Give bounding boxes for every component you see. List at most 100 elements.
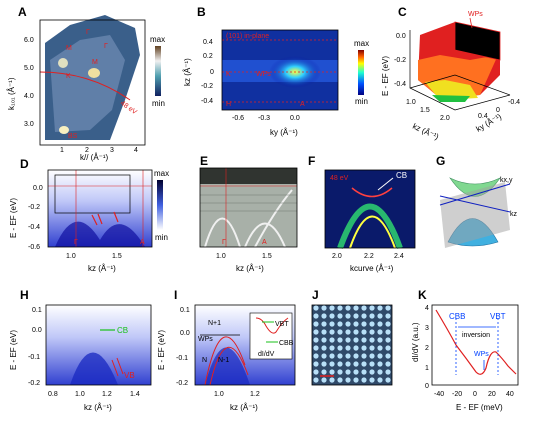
panel-b-label: B: [197, 5, 206, 19]
panel-b-ytick: 0.4: [203, 39, 213, 46]
panel-b-ytick: -0.2: [201, 83, 213, 90]
panel-a-cbar-max: max: [150, 35, 165, 44]
panel-k-dashed: [455, 318, 499, 375]
panel-j-frame: [311, 304, 393, 386]
panel-k-inversion: inversion: [462, 332, 490, 339]
panel-c-surface-low: [425, 80, 478, 100]
panel-a-ytick: 4.0: [24, 93, 34, 100]
panel-e-point: A: [262, 239, 267, 246]
panel-a-point: M: [92, 59, 98, 66]
panel-d-colorbar: [157, 180, 163, 230]
panel-f-xtick: 2.2: [364, 253, 374, 260]
panel-a-cut-line: [39, 71, 131, 101]
panel-b-xtick: 0.0: [290, 115, 300, 122]
panel-b-ytick: 0.2: [203, 53, 213, 60]
panel-k-xtick: 40: [506, 391, 514, 398]
panel-a-xtick: 4: [134, 147, 138, 154]
panel-a-hotspot: [58, 58, 68, 68]
panel-k-label: K: [418, 288, 427, 302]
panel-h-xtick: 1.4: [130, 391, 140, 398]
panel-h-vb-arrow: [111, 357, 124, 377]
panel-c-ytick: 0.4: [478, 113, 488, 120]
panel-c-xlabel: kz (Å⁻¹): [411, 122, 440, 142]
panel-a-point: Γ: [86, 29, 90, 36]
panel-b-xtick: -0.6: [232, 115, 244, 122]
panel-h: [45, 304, 152, 386]
panel-d-xtick: 1.5: [112, 253, 122, 260]
panel-d-ytick: 0.0: [33, 185, 43, 192]
panel-a-ytick: 5.0: [24, 65, 34, 72]
panel-i-curve: [204, 336, 246, 386]
panel-d-ylabel: E - EF (eV): [9, 198, 18, 238]
panel-a-ylabel: k₁₀₁ (Å⁻¹): [7, 77, 16, 110]
panel-b-ylabel: kz (Å⁻¹): [183, 58, 192, 86]
panel-b-point: K: [226, 71, 231, 78]
panel-k-ylabel: dI/dV (a.u.): [411, 322, 420, 362]
panel-a-xlabel: k// (Å⁻¹): [80, 153, 109, 162]
panel-i-xtick: 1.2: [250, 391, 260, 398]
panel-b-point: H: [226, 101, 231, 108]
panel-g: [439, 177, 511, 248]
panel-a-point: BS: [68, 133, 78, 140]
panel-c-xtick: 1.5: [420, 107, 430, 114]
panel-i-point: WPs: [198, 336, 213, 343]
panel-f-frame: [324, 169, 416, 249]
panel-b-point: A: [300, 101, 305, 108]
panel-h-point: CB: [117, 326, 128, 335]
panel-e-frame: [199, 167, 298, 248]
panel-h-ylabel: E - EF (eV): [9, 330, 18, 370]
panel-h-ytick: -0.1: [28, 354, 40, 361]
panel-a: [39, 15, 161, 146]
panel-f-label: F: [308, 154, 315, 168]
panel-b-frame: [221, 29, 339, 111]
panel-k-xtick: -20: [452, 391, 462, 398]
panel-i: [194, 304, 296, 386]
panel-d-cbar-min: min: [155, 233, 168, 242]
panel-c-frame: [409, 30, 511, 111]
panel-h-frame: [45, 304, 152, 386]
panel-e: [199, 167, 298, 248]
panel-a-colorbar: [155, 46, 161, 96]
panel-i-point: N-1: [218, 357, 229, 364]
panel-a-point: Γ: [104, 43, 108, 50]
panel-i-label: I: [174, 288, 177, 302]
panel-b-cbar-max: max: [354, 39, 369, 48]
panel-k-ytick: 1: [425, 365, 429, 372]
panel-a-ytick: 3.0: [24, 121, 34, 128]
panel-a-xtick: 1: [60, 147, 64, 154]
panel-h-ytick: 0.0: [32, 327, 42, 334]
panel-i-band: [205, 347, 250, 385]
panel-k-ytick: 0: [425, 383, 429, 390]
panel-b-ytick: 0: [210, 69, 214, 76]
panel-h-ytick: -0.2: [28, 380, 40, 387]
panel-c-box: [454, 21, 501, 61]
panel-k-xtick: 20: [488, 391, 496, 398]
panel-a-xtick: 3: [110, 147, 114, 154]
panel-i-ytick: -0.1: [176, 355, 188, 362]
panel-a-frame: [39, 19, 146, 146]
panel-i-point: CBB: [279, 340, 294, 347]
panel-a-xtick: 2: [85, 147, 89, 154]
panel-g-label: G: [436, 154, 445, 168]
panel-b-xlabel: ky (Å⁻¹): [270, 128, 298, 137]
panel-d-arrow: [91, 211, 119, 226]
panel-a-point: K: [66, 73, 71, 80]
panel-b-title: (101) in-plane: [226, 33, 269, 40]
panel-b-xtick: -0.3: [258, 115, 270, 122]
panel-e-xtick: 1.5: [262, 253, 272, 260]
panel-a-label: A: [18, 5, 27, 19]
panel-h-ytick: 0.1: [32, 307, 42, 314]
panel-i-point: VBT: [275, 321, 289, 328]
panel-k-didv-curve: [435, 309, 517, 375]
panel-e-band: [200, 194, 297, 212]
panel-k-ytick: 2: [425, 345, 429, 352]
panel-d-point: Γ: [74, 239, 78, 246]
panel-e-band: [204, 189, 293, 248]
panel-f-band: [349, 215, 396, 249]
panel-d-ytick: -0.6: [28, 244, 40, 251]
panel-d-point: A: [140, 239, 145, 246]
panel-g-axis: [439, 195, 511, 213]
panel-d-label: D: [20, 157, 29, 171]
panel-i-inset-curve: [255, 317, 289, 334]
